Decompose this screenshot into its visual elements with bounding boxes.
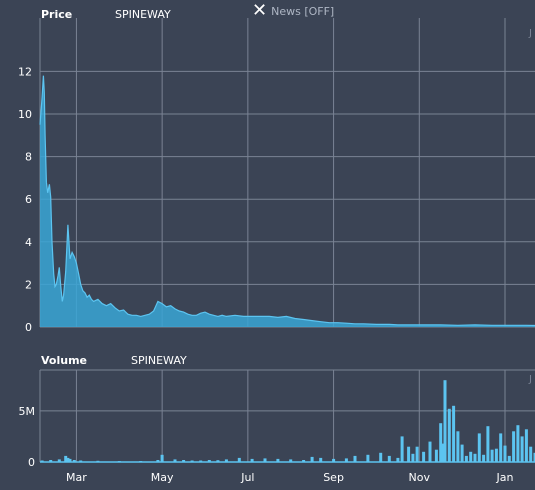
- price-y-tick-label: 12: [18, 65, 32, 78]
- volume-bar: [49, 460, 53, 462]
- x-tick-label: Nov: [409, 471, 431, 484]
- volume-bar: [490, 449, 494, 462]
- volume-bar: [486, 426, 490, 462]
- volume-bar: [422, 451, 426, 462]
- x-tick-label: Jan: [496, 471, 514, 484]
- price-panel-title: Price: [41, 8, 73, 21]
- volume-bar: [503, 445, 507, 462]
- volume-bar: [434, 449, 438, 462]
- volume-bar: [319, 457, 323, 462]
- volume-bar: [68, 458, 72, 462]
- volume-bar: [529, 446, 533, 462]
- volume-bar: [237, 457, 241, 462]
- volume-bar: [289, 459, 293, 462]
- volume-bar: [400, 436, 404, 462]
- price-y-tick-label: 4: [25, 236, 32, 249]
- volume-bar: [379, 452, 383, 462]
- volume-bar: [224, 459, 228, 462]
- volume-bar: [494, 448, 498, 462]
- volume-bar: [415, 446, 419, 462]
- news-toggle[interactable]: ✕ News [OFF]: [252, 0, 335, 21]
- price-y-tick-label: 6: [25, 193, 32, 206]
- volume-bar: [66, 457, 70, 462]
- volume-bar: [57, 459, 61, 462]
- volume-bar: [173, 459, 177, 462]
- volume-bar: [332, 458, 336, 462]
- volume-bar: [182, 460, 186, 462]
- volume-bar: [156, 460, 160, 462]
- price-symbol: SPINEWAY: [115, 8, 171, 21]
- volume-bar: [302, 460, 306, 462]
- volume-bar: [72, 460, 76, 462]
- volume-bar: [456, 431, 460, 462]
- volume-y-tick-label: 5M: [19, 405, 36, 418]
- volume-bar: [64, 455, 68, 462]
- volume-bar: [452, 405, 456, 462]
- volume-bars: [40, 380, 535, 463]
- volume-y-tick-label: 0: [28, 456, 35, 469]
- volume-bar: [276, 458, 280, 462]
- price-y-tick-label: 10: [18, 108, 32, 121]
- volume-bar: [512, 431, 516, 462]
- volume-symbol: SPINEWAY: [131, 354, 187, 367]
- volume-bar: [460, 444, 464, 462]
- volume-bar: [507, 455, 511, 462]
- x-ticks: Mar May Jul Sep Nov Jan: [66, 471, 513, 484]
- volume-bar: [499, 433, 503, 462]
- volume-bar: [263, 458, 267, 462]
- volume-bar: [516, 425, 520, 462]
- volume-bar: [533, 452, 535, 462]
- volume-bar: [250, 458, 254, 462]
- volume-y-ticks: 0 5M: [19, 405, 36, 469]
- volume-bar: [428, 441, 432, 462]
- volume-panel-title: Volume: [41, 354, 87, 367]
- volume-bar: [482, 454, 486, 462]
- volume-bar: [344, 458, 348, 462]
- volume-bar: [387, 455, 391, 462]
- volume-bar: [469, 451, 473, 462]
- price-y-tick-label: 2: [25, 278, 32, 291]
- volume-bar: [207, 460, 211, 462]
- price-area: [39, 75, 535, 327]
- news-toggle-label[interactable]: News [OFF]: [271, 4, 335, 18]
- x-tick-label: Sep: [323, 471, 344, 484]
- volume-bar: [524, 429, 528, 462]
- volume-bar: [520, 436, 524, 462]
- x-tick-label: Mar: [66, 471, 87, 484]
- x-tick-label: May: [151, 471, 174, 484]
- volume-bar: [439, 423, 443, 462]
- volume-bar: [473, 453, 477, 462]
- volume-bar: [443, 380, 447, 462]
- edge-glyph-top: J: [529, 28, 532, 39]
- volume-bar: [353, 455, 357, 462]
- close-icon[interactable]: ✕: [252, 0, 268, 21]
- volume-bar: [441, 443, 445, 462]
- volume-bar: [411, 453, 415, 462]
- edge-glyph-bottom: J: [529, 374, 532, 385]
- price-y-tick-label: 8: [25, 151, 32, 164]
- price-area-fill: [40, 75, 535, 327]
- price-series-line: [39, 75, 535, 327]
- volume-bar: [310, 456, 314, 462]
- volume-bar: [366, 454, 370, 462]
- volume-bar: [447, 408, 451, 462]
- volume-bar: [160, 454, 164, 462]
- volume-bar: [477, 433, 481, 462]
- volume-bar: [216, 460, 220, 462]
- volume-bar: [396, 457, 400, 462]
- volume-bar: [407, 446, 411, 462]
- price-y-ticks: 0 2 4 6 8 10 12: [18, 65, 32, 334]
- volume-bar: [464, 455, 468, 462]
- x-tick-label: Jul: [240, 471, 254, 484]
- price-y-tick-label: 0: [25, 321, 32, 334]
- price-grid: [39, 18, 535, 328]
